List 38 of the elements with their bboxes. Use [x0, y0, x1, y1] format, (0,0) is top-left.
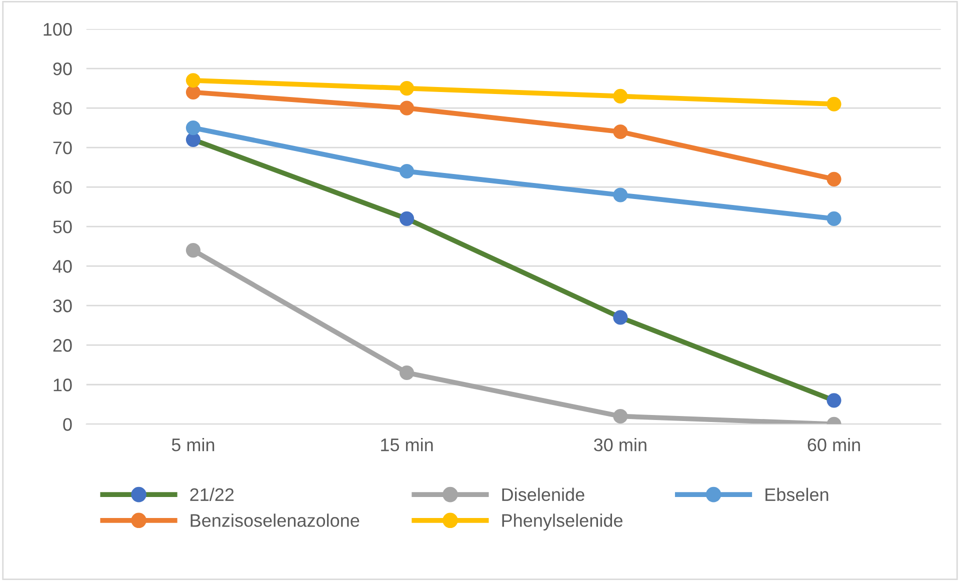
x-tick-label: 30 min	[594, 438, 646, 452]
point	[826, 211, 842, 226]
point	[826, 172, 842, 186]
legend-label: Benzisoselenazolone	[190, 514, 360, 527]
point	[613, 188, 628, 202]
x-tick-label: 5 min	[172, 438, 214, 452]
point	[400, 365, 414, 380]
point	[400, 81, 414, 96]
legend-label: Ebselen	[766, 488, 828, 502]
point	[613, 408, 628, 424]
legend-label: 21/22	[190, 488, 234, 502]
point	[400, 100, 414, 116]
x-tick-label: 15 min	[381, 438, 433, 452]
point	[613, 124, 628, 140]
y-tick-label: 50	[53, 220, 72, 234]
y-tick-label: 100	[44, 22, 72, 36]
point	[186, 73, 200, 88]
legend-label: Phenylselenide	[502, 514, 622, 530]
y-tick-label: 70	[53, 142, 72, 154]
legend-label: Diselenide	[502, 488, 584, 502]
y-tick-label: 60	[53, 181, 72, 194]
point	[613, 310, 628, 325]
y-tick-label: 30	[53, 300, 72, 312]
y-tick-label: 10	[54, 378, 72, 392]
y-tick-label: 20	[53, 339, 72, 352]
y-tick-label: 40	[52, 260, 72, 273]
point	[613, 88, 628, 104]
y-tick-label: 0	[63, 418, 72, 431]
x-tick-label: 60 min	[808, 438, 860, 452]
y-tick-label: 80	[53, 102, 72, 115]
point	[826, 393, 842, 408]
point	[826, 96, 842, 112]
y-tick-label: 90	[53, 62, 72, 76]
point	[186, 120, 200, 136]
point	[400, 164, 414, 179]
point	[186, 243, 200, 258]
point	[400, 211, 414, 226]
point	[186, 84, 200, 100]
